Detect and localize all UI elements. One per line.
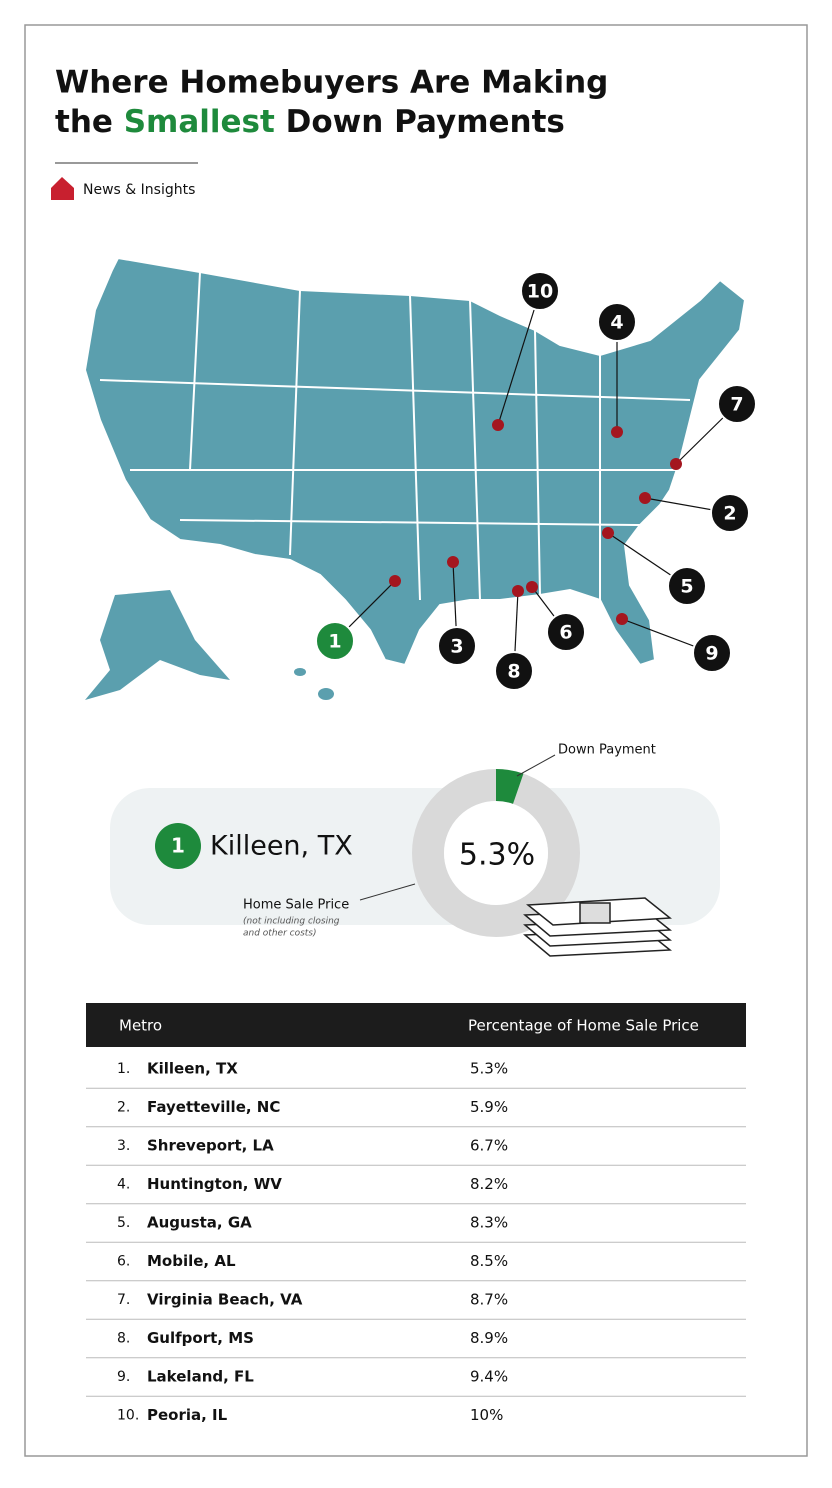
row-rank: 8. (117, 1331, 130, 1347)
pin-label: 2 (723, 503, 736, 525)
pin-label: 1 (328, 631, 341, 653)
row-metro: Fayetteville, NC (147, 1098, 280, 1116)
pin-dot (526, 581, 538, 593)
pin-dot (602, 527, 614, 539)
column-header: Percentage of Home Sale Price (468, 1017, 699, 1035)
row-rank: 10. (117, 1408, 139, 1424)
row-metro: Shreveport, LA (147, 1137, 274, 1155)
sale-price-note: and other costs) (243, 929, 317, 939)
pin-badge (494, 651, 534, 691)
row-rank: 2. (117, 1100, 130, 1116)
rank-badge-label: 1 (171, 834, 185, 858)
row-percent: 8.9% (470, 1329, 508, 1347)
pin-dot (447, 556, 459, 568)
hawaii (294, 668, 306, 676)
row-rank: 7. (117, 1292, 130, 1308)
row-metro: Mobile, AL (147, 1252, 236, 1270)
row-percent: 5.9% (470, 1098, 508, 1116)
alaska (85, 590, 230, 700)
row-percent: 5.3% (470, 1060, 508, 1078)
row-metro: Augusta, GA (147, 1214, 252, 1232)
row-metro: Huntington, WV (147, 1175, 282, 1193)
row-rank: 1. (117, 1061, 130, 1077)
pin-label: 6 (559, 622, 572, 644)
pin-label: 5 (680, 576, 693, 598)
state-lines (99, 271, 691, 601)
down-payment-label: Down Payment (558, 743, 656, 758)
row-percent: 8.3% (470, 1214, 508, 1232)
pin-badge (520, 271, 560, 311)
sale-price-note: (not including closing (243, 917, 340, 927)
pin-leader (497, 290, 541, 426)
row-percent: 8.2% (470, 1175, 508, 1193)
hawaii (318, 688, 334, 700)
pin-label: 8 (507, 661, 520, 683)
pin-label: 4 (610, 312, 623, 334)
pin-label: 7 (730, 394, 743, 416)
pin-badge (546, 612, 586, 652)
highlight-metro: Killeen, TX (210, 831, 353, 862)
row-percent: 8.5% (470, 1252, 508, 1270)
pin-dot (389, 575, 401, 587)
column-header: Metro (119, 1017, 162, 1035)
leader-line (359, 883, 416, 901)
cash-stack (523, 897, 673, 957)
title-line2: the Smallest Down Payments (55, 104, 565, 140)
pin-badge (710, 493, 750, 533)
brand-logo (51, 177, 74, 200)
frame (24, 24, 808, 1457)
us-map (83, 256, 747, 700)
row-percent: 6.7% (470, 1137, 508, 1155)
row-percent: 9.4% (470, 1368, 508, 1386)
pin-dot (616, 613, 628, 625)
donut-segment (496, 769, 524, 804)
title-line1: Where Homebuyers Are Making (55, 65, 608, 101)
title-part: Down Payments (275, 104, 565, 140)
row-metro: Gulfport, MS (147, 1329, 254, 1347)
pin-dot (639, 492, 651, 504)
row-metro: Virginia Beach, VA (147, 1291, 303, 1309)
leader-line (516, 754, 556, 777)
donut-hole (444, 801, 548, 905)
pin-badge (437, 626, 477, 666)
row-metro: Peoria, IL (147, 1406, 228, 1424)
brand-name: News & Insights (83, 182, 195, 198)
row-percent: 8.7% (470, 1291, 508, 1309)
pin-label: 3 (450, 636, 463, 658)
title-highlight: Smallest (124, 104, 275, 140)
pin-badge (692, 633, 732, 673)
rank-badge (155, 823, 201, 869)
row-metro: Lakeland, FL (147, 1368, 254, 1386)
row-rank: 5. (117, 1215, 130, 1231)
pin-badge (717, 384, 757, 424)
row-percent: 10% (470, 1406, 503, 1424)
pin-label: 10 (527, 281, 553, 303)
sale-price-label: Home Sale Price (243, 898, 349, 913)
pin-dot (611, 426, 623, 438)
title-part: the (55, 104, 124, 140)
pin-badge (597, 302, 637, 342)
row-metro: Killeen, TX (147, 1060, 238, 1078)
row-rank: 6. (117, 1254, 130, 1270)
row-rank: 4. (117, 1177, 130, 1193)
pin-label: 9 (705, 643, 718, 665)
row-rank: 3. (117, 1138, 130, 1154)
pin-dot (492, 419, 504, 431)
pin-dot (670, 458, 682, 470)
pin-badge (315, 621, 355, 661)
table-header (86, 1003, 746, 1047)
pin-dot (512, 585, 524, 597)
row-rank: 9. (117, 1369, 130, 1385)
pin-badge (667, 566, 707, 606)
donut-label: 5.3% (459, 838, 535, 873)
